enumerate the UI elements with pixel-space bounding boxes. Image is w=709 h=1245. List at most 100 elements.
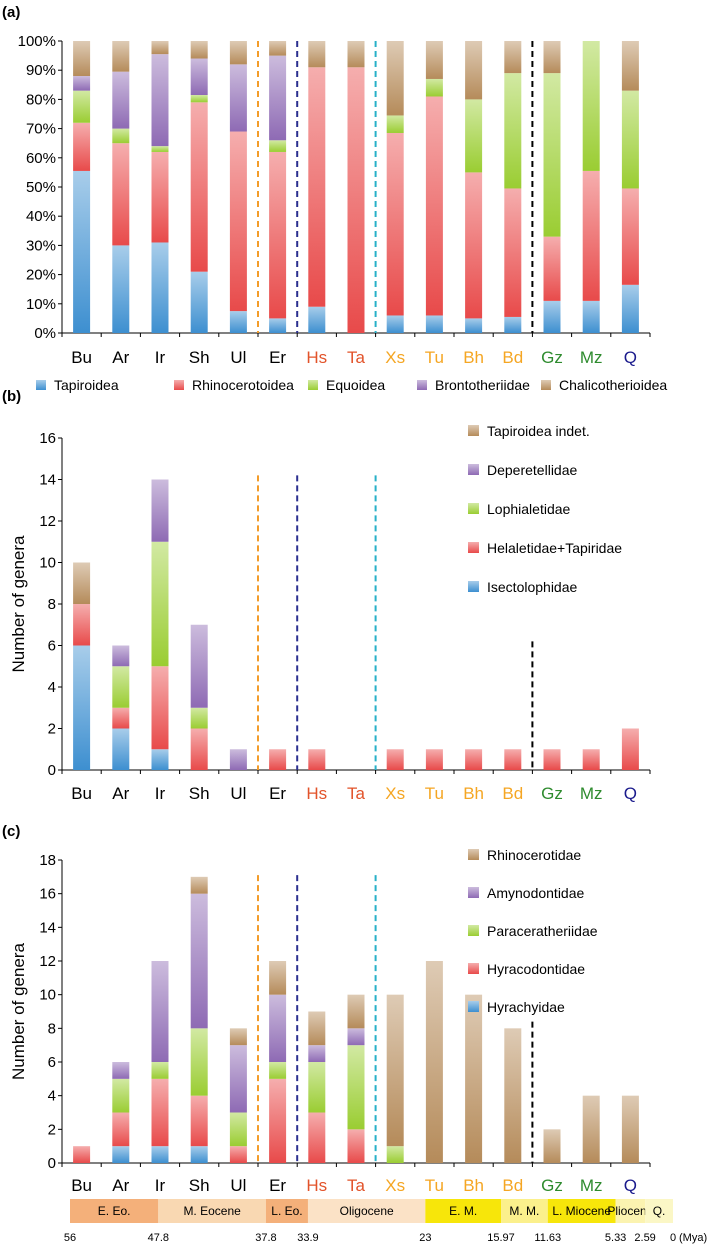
mya-boundary-label: 33.9	[297, 1232, 318, 1244]
epoch-band	[307, 1199, 426, 1223]
y-tick-label: 4	[48, 679, 56, 696]
bar-segment-helaletidae-tapiridae-sh	[190, 728, 208, 770]
bar-segment-rhinocerotoidea-er	[269, 151, 287, 319]
bar-segment-tapiroidea-er	[269, 318, 287, 333]
y-tick-label: 50%	[26, 179, 56, 196]
bar-segment-helaletidae-tapiridae-bd	[504, 749, 522, 770]
x-category-label: Tu	[425, 348, 444, 367]
y-tick-label: 40%	[26, 208, 56, 225]
legend-swatch	[468, 963, 479, 974]
legend-label: Rhinocerotidae	[487, 847, 581, 863]
x-category-label: Ar	[112, 1176, 129, 1195]
x-category-label: Bh	[463, 1176, 484, 1195]
x-category-label: Mz	[580, 348, 603, 367]
bar-segment-tapiroidea-ar	[112, 245, 130, 333]
bar-segment-equoidea-xs	[386, 115, 404, 133]
epoch-band	[501, 1199, 548, 1223]
x-category-label: Hs	[306, 348, 327, 367]
bar-segment-tapiroidea-q	[621, 284, 639, 333]
bar-segment-amynodontidae-hs	[308, 1045, 326, 1062]
y-tick-label: 10	[39, 555, 56, 572]
bar-segment-amynodontidae-er	[269, 994, 287, 1062]
bar-segment-brontotheriidae-bu	[73, 76, 91, 91]
x-category-label: Er	[269, 348, 286, 367]
bar-segment-tapiroidea-hs	[308, 306, 326, 333]
bar-segment-rhinocerotidae-mz	[582, 1095, 600, 1163]
bar-segment-rhinocerotoidea-tu	[425, 96, 443, 316]
bar-segment-hyracodontidae-hs	[308, 1112, 326, 1163]
x-category-label: Tu	[425, 1176, 444, 1195]
bar-segment-chalicotherioidea-bh	[465, 41, 483, 100]
bar-segment-rhinocerotidae-gz	[543, 1129, 561, 1163]
y-tick-label: 80%	[26, 91, 56, 108]
legend-label: Amynodontidae	[487, 885, 585, 901]
bar-segment-chalicotherioidea-ta	[347, 41, 365, 68]
bar-segment-hyracodontidae-sh	[190, 1095, 208, 1147]
y-tick-label: 4	[48, 1088, 56, 1105]
bar-segment-equoidea-gz	[543, 73, 561, 237]
legend-swatch	[468, 849, 479, 860]
bar-segment-hyracodontidae-ta	[347, 1129, 365, 1163]
bar-segment-rhinocerotidae-xs	[386, 994, 404, 1147]
y-tick-label: 18	[39, 852, 56, 869]
bar-segment-hyracodontidae-bu	[73, 1146, 91, 1163]
x-category-label: Ir	[155, 784, 166, 803]
epoch-label: Pliocene	[607, 1204, 653, 1218]
bar-segment-deperetellidae-ul	[229, 749, 247, 770]
x-category-label: Ul	[230, 784, 246, 803]
bar-segment-chalicotherioidea-bu	[73, 41, 91, 77]
legend-label: Chalicotherioidea	[559, 377, 667, 393]
legend-swatch	[174, 380, 184, 390]
x-category-label: Ta	[347, 784, 366, 803]
legend-label: Rhinocerotoidea	[192, 377, 294, 393]
epoch-band	[158, 1199, 266, 1223]
mya-boundary-label: 11.63	[534, 1232, 561, 1244]
epoch-band	[645, 1199, 673, 1223]
y-tick-label: 12	[39, 513, 56, 530]
epoch-label: E. Eo.	[98, 1204, 131, 1218]
y-tick-label: 14	[39, 919, 56, 936]
chart-panel-a: 0% 10% 20% 30% 40% 50% 60% 70% 80% 90% 100% Bu Ar Ir S…	[18, 33, 668, 393]
bar-segment-isectolophidae-ir	[151, 749, 169, 770]
bar-segment-helaletidae-tapiridae-ir	[151, 666, 169, 750]
legend-swatch	[468, 1001, 479, 1012]
bar-segment-paraceratheriidae-ir	[151, 1062, 169, 1079]
x-category-label: Ar	[112, 348, 129, 367]
bar-segment-equoidea-ar	[112, 128, 130, 144]
bar-segment-rhinocerotoidea-sh	[190, 102, 208, 272]
mya-boundary-label: 0	[670, 1232, 676, 1244]
y-tick-label: 2	[48, 721, 56, 738]
legend-swatch	[468, 464, 479, 475]
bar-segment-amynodontidae-ul	[229, 1045, 247, 1113]
mya-boundary-label: 23	[419, 1232, 431, 1244]
bar-segment-helaletidae-tapiridae-xs	[386, 749, 404, 770]
bar-segment-lophialetidae-sh	[190, 707, 208, 729]
bar-segment-chalicotherioidea-q	[621, 41, 639, 91]
legend-swatch	[468, 503, 479, 514]
bar-segment-brontotheriidae-ir	[151, 54, 169, 147]
x-category-label: Gz	[541, 784, 563, 803]
bar-segment-helaletidae-tapiridae-gz	[543, 749, 561, 770]
bar-segment-tapiroidea-mz	[582, 300, 600, 333]
bar-segment-rhinocerotidae-q	[621, 1095, 639, 1163]
bar-segment-rhinocerotidae-ul	[229, 1028, 247, 1046]
legend-label: Hyrachyidae	[487, 999, 565, 1015]
bar-segment-equoidea-ir	[151, 146, 169, 152]
epoch-band	[547, 1199, 616, 1223]
legend-label: Isectolophidae	[487, 579, 578, 595]
bar-segment-hyracodontidae-er	[269, 1078, 287, 1163]
bar-segment-hyracodontidae-ir	[151, 1078, 169, 1147]
legend-swatch	[541, 380, 551, 390]
y-tick-label: 8	[48, 1020, 56, 1037]
epoch-label: Oligocene	[340, 1204, 394, 1218]
x-category-label: Bh	[463, 784, 484, 803]
bar-segment-chalicotherioidea-gz	[543, 41, 561, 74]
bar-segment-tapiroidea-gz	[543, 300, 561, 333]
legend-swatch	[468, 581, 479, 592]
y-tick-label: 12	[39, 953, 56, 970]
bar-segment-hyrachyidae-ar	[112, 1146, 130, 1163]
bar-segment-rhinocerotoidea-ul	[229, 131, 247, 312]
bar-segment-lophialetidae-ar	[112, 666, 130, 708]
x-category-label: Ir	[155, 1176, 166, 1195]
epoch-band	[70, 1199, 159, 1223]
